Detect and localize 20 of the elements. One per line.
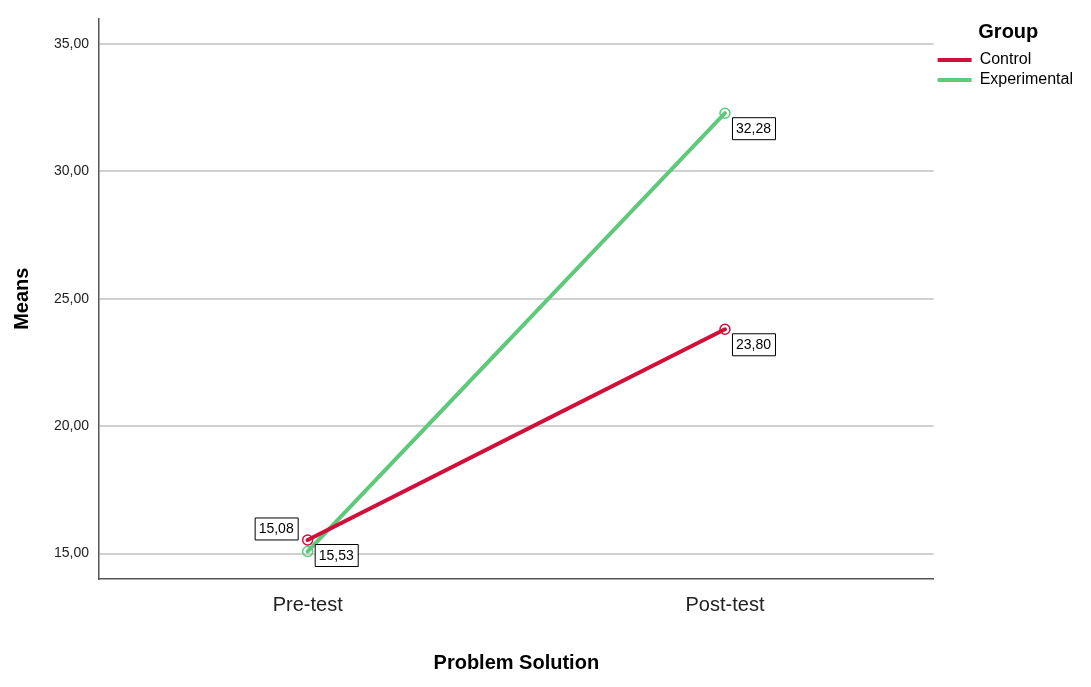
y-tick-label: 20,00 — [53, 416, 90, 433]
data-label: 32,28 — [735, 120, 772, 137]
y-tick-label: 15,00 — [53, 544, 90, 561]
legend-title: Group — [978, 19, 1039, 42]
point — [301, 545, 314, 558]
point — [719, 107, 731, 119]
data-label: 23,80 — [735, 336, 772, 353]
legend-label: Control — [979, 50, 1032, 68]
y-tick-label: 25,00 — [53, 289, 90, 306]
x-axis-title: Problem Solution — [433, 650, 600, 673]
y-tick-label: 30,00 — [53, 162, 90, 179]
x-tick-label: Post-test — [685, 592, 765, 615]
point — [301, 534, 314, 546]
point — [719, 323, 731, 336]
y-axis-title: Means — [9, 267, 32, 330]
legend-label: Experimental — [979, 70, 1073, 88]
y-tick-label: 35,00 — [53, 34, 90, 51]
x-tick-label: Pre-test — [272, 592, 344, 615]
data-label: 15,08 — [258, 520, 294, 537]
data-label: 15,53 — [318, 546, 354, 563]
